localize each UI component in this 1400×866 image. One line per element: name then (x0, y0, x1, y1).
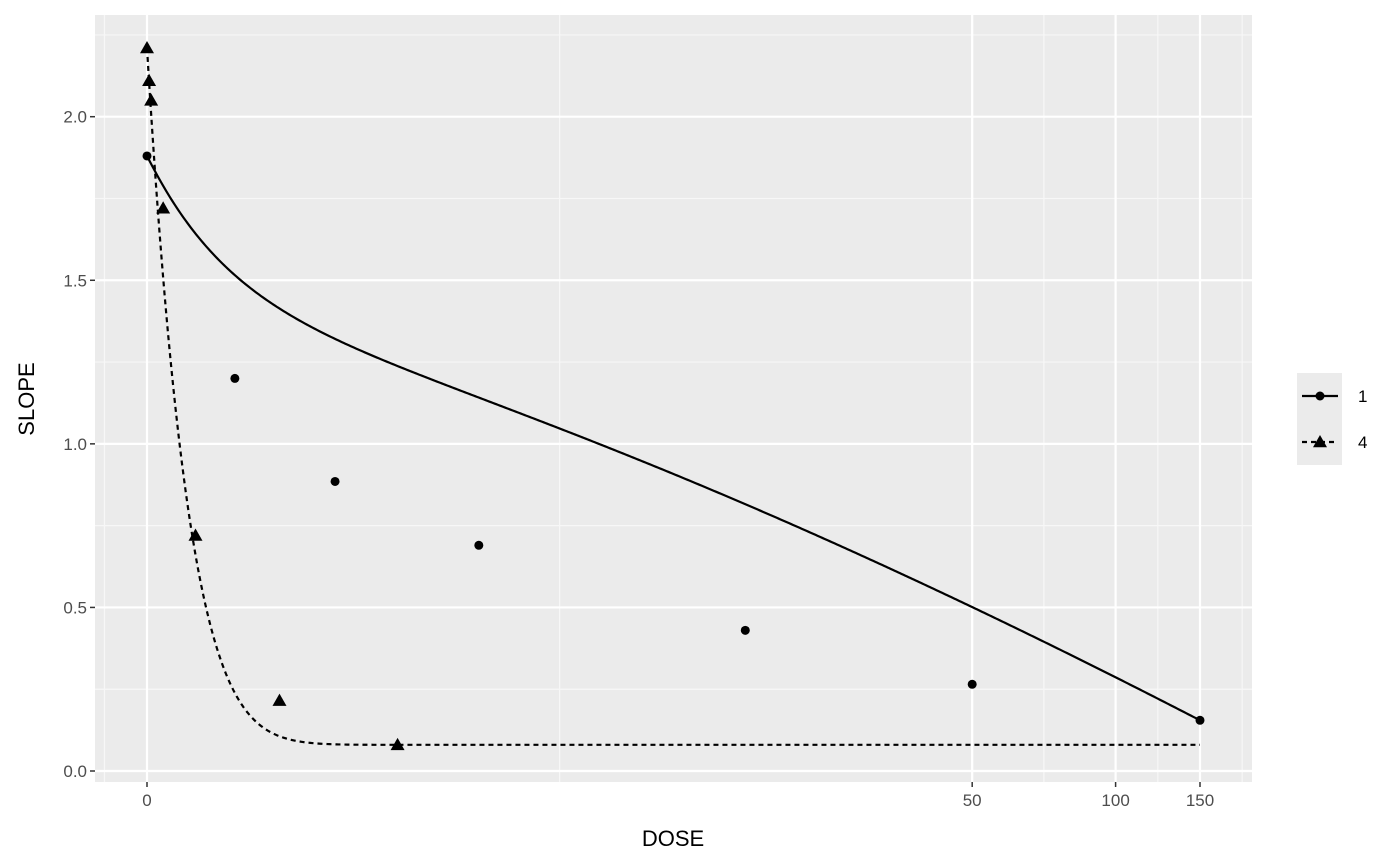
data-point-series-4 (140, 41, 154, 54)
data-markers (140, 41, 1205, 751)
y-axis: 0.0 0.5 1.0 1.5 2.0 (63, 108, 95, 781)
y-tick-label: 1.5 (63, 271, 87, 290)
x-tick-label: 100 (1101, 791, 1129, 810)
x-tick-label: 150 (1186, 791, 1214, 810)
plot-panel (95, 15, 1252, 782)
y-tick-label: 0.0 (63, 762, 87, 781)
x-tick-label: 50 (963, 791, 982, 810)
legend-key-marker-1 (1315, 391, 1325, 401)
y-tick-label: 1.0 (63, 435, 87, 454)
fit-lines (145, 47, 1201, 746)
x-axis-title: DOSE (642, 826, 704, 851)
data-point-series-1 (967, 679, 977, 689)
legend-label-1: 1 (1358, 387, 1367, 406)
legend: 14 (1297, 373, 1367, 465)
legend-key-background (1297, 373, 1342, 465)
legend-key-marker-4 (1313, 435, 1327, 448)
y-tick-label: 0.5 (63, 598, 87, 617)
data-point-series-4 (188, 528, 203, 541)
major-gridlines (95, 15, 1252, 782)
data-point-series-4 (390, 737, 405, 751)
y-tick-label: 2.0 (63, 108, 87, 127)
data-point-series-1 (1195, 715, 1205, 725)
fit-line-series-1 (146, 155, 1201, 722)
minor-gridlines (95, 15, 1252, 782)
data-point-series-1 (230, 373, 240, 383)
data-point-series-4 (272, 693, 287, 706)
data-point-series-4 (142, 73, 157, 86)
data-point-series-1 (330, 476, 340, 486)
data-point-series-1 (474, 540, 484, 550)
x-tick-label: 0 (142, 791, 151, 810)
data-point-series-4 (144, 93, 159, 106)
data-point-series-4 (156, 201, 171, 214)
legend-label-4: 4 (1358, 433, 1367, 452)
x-axis: 0 50 100 150 (142, 782, 1214, 810)
data-point-series-1 (740, 625, 750, 635)
y-axis-title: SLOPE (14, 362, 39, 435)
data-point-series-1 (142, 151, 152, 161)
